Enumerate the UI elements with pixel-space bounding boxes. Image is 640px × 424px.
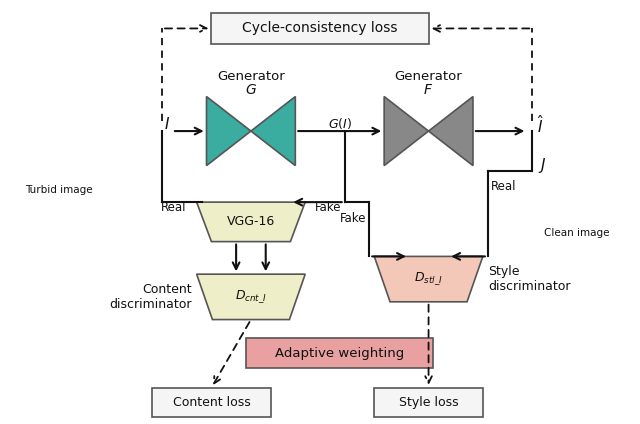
Text: Adaptive weighting: Adaptive weighting — [275, 347, 404, 360]
FancyBboxPatch shape — [374, 388, 483, 417]
Polygon shape — [196, 202, 305, 242]
Text: Content loss: Content loss — [173, 396, 250, 409]
Text: Style
discriminator: Style discriminator — [488, 265, 570, 293]
Text: Generator: Generator — [395, 70, 463, 83]
FancyBboxPatch shape — [211, 13, 429, 44]
Text: Fake: Fake — [315, 201, 342, 214]
Text: $\hat{I}$: $\hat{I}$ — [537, 114, 544, 136]
Text: $I$: $I$ — [164, 116, 170, 132]
Text: $G(I)$: $G(I)$ — [328, 116, 352, 131]
Text: Clean image: Clean image — [544, 228, 609, 238]
Text: Turbid image: Turbid image — [25, 185, 92, 195]
Text: Real: Real — [161, 201, 187, 214]
Text: Fake: Fake — [340, 212, 366, 225]
FancyBboxPatch shape — [152, 388, 271, 417]
Text: $D_{stl\_I}$: $D_{stl\_I}$ — [414, 271, 443, 287]
Text: $D_{cnt\_I}$: $D_{cnt\_I}$ — [235, 288, 267, 305]
Polygon shape — [384, 97, 429, 166]
FancyBboxPatch shape — [246, 338, 433, 368]
Text: $F$: $F$ — [424, 83, 434, 97]
Text: VGG-16: VGG-16 — [227, 215, 275, 229]
Text: Cycle-consistency loss: Cycle-consistency loss — [243, 22, 397, 36]
Text: Content
discriminator: Content discriminator — [109, 283, 192, 311]
Polygon shape — [429, 97, 473, 166]
Text: Generator: Generator — [217, 70, 285, 83]
Polygon shape — [374, 257, 483, 302]
Text: $J$: $J$ — [538, 156, 547, 175]
Text: Style loss: Style loss — [399, 396, 458, 409]
Polygon shape — [251, 97, 295, 166]
Text: $G$: $G$ — [245, 83, 257, 97]
Polygon shape — [207, 97, 251, 166]
Text: Real: Real — [491, 181, 516, 193]
Polygon shape — [196, 274, 305, 320]
